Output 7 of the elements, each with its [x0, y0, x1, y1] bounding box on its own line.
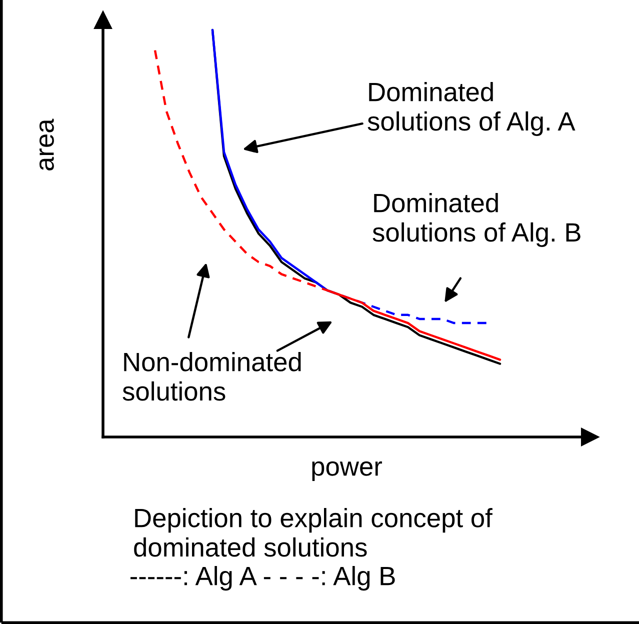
annotation: Dominated solutions of Alg. B: [372, 193, 580, 247]
annotation: Dominated solutions of Alg. A: [368, 82, 576, 136]
x-axis-title: power: [312, 461, 382, 482]
text: Depiction to explain concept of dominated solutions: [134, 508, 492, 557]
y-axis-title: area: [39, 118, 54, 170]
annotation: Non-dominated solutions: [122, 352, 301, 401]
text: ------: Alg A - - - -: Alg B: [130, 566, 395, 591]
